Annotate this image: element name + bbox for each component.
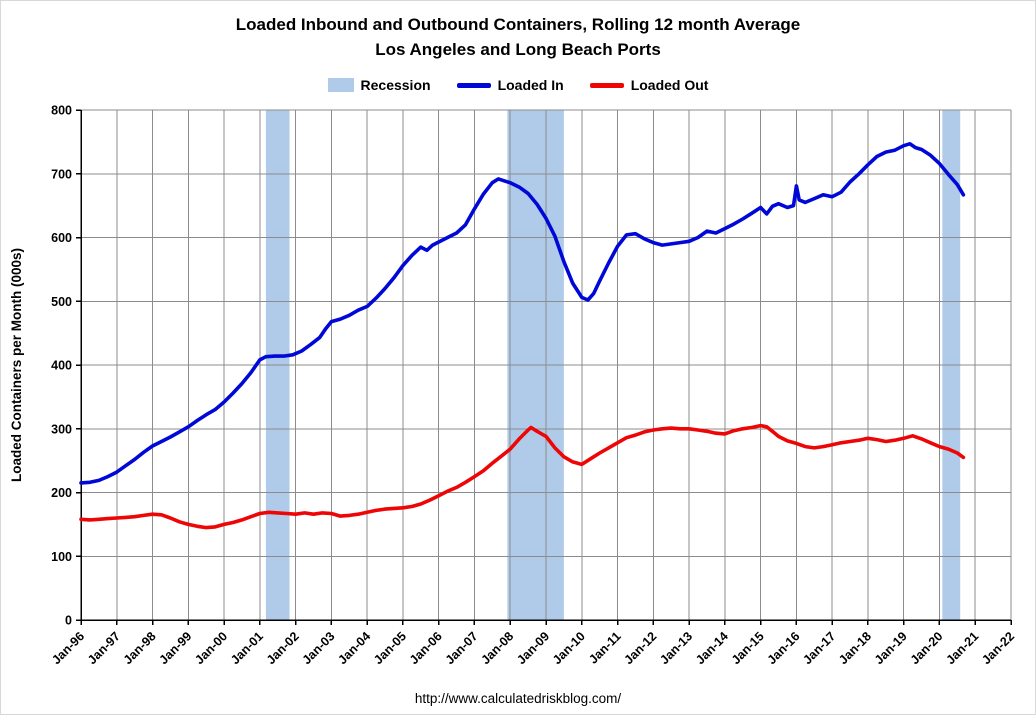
x-tick-label: Jan-98 (121, 629, 159, 667)
x-tick-label: Jan-13 (657, 629, 695, 667)
legend-label-loaded-in: Loaded In (497, 77, 564, 94)
legend-item-loaded-in: Loaded In (456, 77, 564, 94)
chart-title: Loaded Inbound and Outbound Containers, … (1, 1, 1035, 62)
y-tick-label: 200 (51, 486, 72, 500)
loaded-in-line (79, 142, 966, 485)
y-tick-label: 500 (51, 295, 72, 309)
y-tick-label: 600 (51, 231, 72, 245)
x-tick-label: Jan-03 (300, 629, 338, 667)
x-tick-label: Jan-10 (550, 629, 588, 667)
y-tick-label: 800 (51, 104, 72, 118)
x-tick-label: Jan-18 (836, 629, 874, 667)
legend-label-loaded-out: Loaded Out (630, 77, 709, 94)
x-tick-label: Jan-15 (729, 629, 767, 667)
loaded-out-line-swatch-icon (589, 82, 624, 88)
chart-legend: Recession Loaded In Loaded Out (1, 74, 1035, 96)
x-tick-label: Jan-12 (622, 629, 660, 667)
x-tick-label: Jan-97 (85, 629, 123, 667)
x-tick-label: Jan-01 (228, 629, 266, 667)
loaded-in-line-swatch-icon (456, 82, 491, 88)
x-tick-label: Jan-00 (192, 629, 230, 667)
y-tick-label: 700 (51, 168, 72, 182)
chart-title-line2: Los Angeles and Long Beach Ports (375, 39, 661, 59)
x-tick-label: Jan-22 (979, 629, 1017, 667)
x-tick-label: Jan-99 (157, 629, 195, 667)
x-tick-label: Jan-16 (765, 629, 803, 667)
x-tick-label: Jan-96 (49, 629, 87, 667)
x-tick-label: Jan-04 (335, 629, 373, 667)
x-tick-label: Jan-08 (478, 629, 516, 667)
loaded-out-line (79, 424, 966, 530)
y-tick-label: 300 (51, 423, 72, 437)
x-tick-label: Jan-21 (943, 629, 981, 667)
y-tick-label: 400 (51, 359, 72, 373)
legend-label-recession: Recession (360, 77, 431, 94)
y-tick-label: 0 (65, 614, 72, 628)
x-tick-label: Jan-02 (264, 629, 302, 667)
x-tick-label: Jan-17 (800, 629, 838, 667)
x-tick-label: Jan-11 (586, 629, 623, 666)
legend-item-recession: Recession (327, 77, 431, 94)
legend-item-loaded-out: Loaded Out (589, 77, 709, 94)
line-chart: 0100200300400500600700800Jan-96Jan-97Jan… (9, 104, 1017, 668)
chart-title-line1: Loaded Inbound and Outbound Containers, … (235, 15, 801, 34)
footer-url: http://www.calculatedriskblog.com/ (414, 691, 622, 706)
x-tick-label: Jan-09 (514, 629, 552, 667)
x-tick-label: Jan-07 (443, 629, 481, 667)
x-tick-label: Jan-14 (693, 629, 731, 667)
recession-swatch-icon (327, 78, 354, 93)
x-tick-label: Jan-19 (872, 629, 910, 667)
x-tick-label: Jan-20 (908, 629, 946, 667)
x-tick-label: Jan-05 (371, 629, 409, 667)
y-tick-label: 100 (51, 550, 72, 564)
y-axis-title: Loaded Containers per Month (000s) (9, 248, 24, 482)
x-tick-label: Jan-06 (407, 629, 445, 667)
